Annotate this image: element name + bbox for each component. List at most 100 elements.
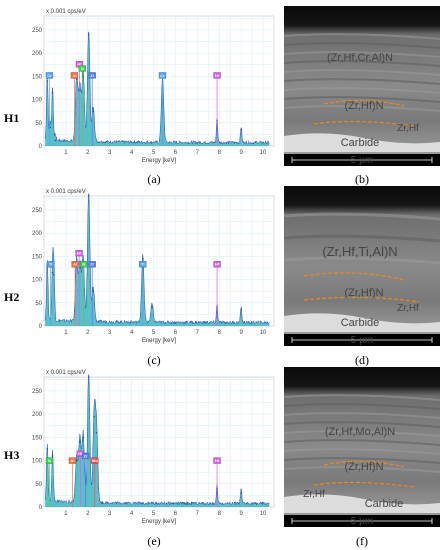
element-box-label: Cr: [47, 73, 52, 78]
spectrum-peak-point: [93, 415, 95, 418]
spectrum-peak-point: [51, 455, 54, 457]
layer-band: [284, 87, 440, 94]
eds-panel-h1: 0 50 100 150 200 250 1 2 3 4 5 6 7 8 9 10 x 0.001 cps/eV…: [30, 6, 280, 166]
scale-bar-label: 5 μm: [351, 335, 373, 346]
substrate-region: [284, 494, 440, 513]
x-tick-label: 9: [239, 150, 243, 156]
spectrum-peak-point: [46, 448, 49, 450]
sem-image-h2: (Zr,Hf,Ti,Al)N (Zr,Hf)N Zr,Hf Carbide 5 μm: [284, 186, 440, 346]
scale-bar-label: 5 μm: [351, 155, 373, 166]
element-box: [213, 457, 221, 464]
x-tick-label: 4: [130, 511, 134, 517]
element-box-label: Zr: [84, 453, 88, 458]
element-box: [45, 72, 54, 79]
layer-band: [284, 403, 440, 410]
x-tick-label: 8: [218, 330, 222, 336]
y-tick-label: 250: [32, 208, 43, 214]
x-axis-label: Energy [keV]: [142, 519, 177, 525]
sem-carbide-label: Carbide: [341, 317, 380, 329]
caption-e: (e): [147, 534, 161, 548]
x-tick-label: 6: [174, 150, 178, 156]
x-tick-label: 2: [86, 150, 90, 156]
layer-band: [284, 96, 440, 103]
spectrum-line: [44, 193, 270, 325]
layer-band: [284, 466, 440, 473]
x-tick-label: 8: [218, 511, 222, 517]
x-tick-label: 7: [196, 511, 200, 517]
element-box-label: Hf: [77, 62, 82, 67]
x-tick-label: 7: [196, 330, 200, 336]
row-label-h3: H3: [4, 448, 20, 462]
spectrum-peak-point: [79, 267, 81, 269]
x-tick-label: 5: [152, 511, 156, 517]
sem-layer-label: (Zr,Hf,Mo,Al)N: [325, 426, 395, 438]
sem-nitride-label: (Zr,Hf)N: [344, 287, 383, 299]
element-box-label: Hf: [78, 451, 83, 456]
interface-dashed-line: [323, 99, 405, 107]
spectrum-peak-point: [53, 274, 55, 276]
x-tick-label: 5: [152, 150, 156, 156]
element-box-label: Hf: [215, 262, 220, 267]
layer-bands: [284, 394, 440, 473]
layer-band: [284, 69, 440, 76]
layer-band: [284, 78, 440, 85]
x-tick-label: 6: [174, 330, 178, 336]
interface-dashed-line: [323, 460, 405, 468]
layer-band: [284, 42, 440, 49]
sem-nitride-label: (Zr,Hf)N: [344, 461, 383, 473]
y-tick-label: 100: [32, 459, 43, 465]
element-box: [68, 457, 77, 464]
element-box: [75, 249, 83, 257]
layer-band: [284, 412, 440, 419]
element-box-label: Hf: [215, 73, 220, 78]
layer-bands: [284, 33, 440, 112]
interface-dashed-line: [313, 481, 415, 488]
x-tick-label: 1: [64, 150, 68, 156]
caption-b: (b): [355, 172, 369, 186]
layer-band: [284, 105, 440, 112]
x-tick-label: 2: [86, 511, 90, 517]
x-tick-label: 10: [260, 511, 267, 517]
layer-band: [284, 421, 440, 428]
spectrum-peak-point: [82, 436, 85, 439]
spectrum-peak-point: [95, 431, 98, 434]
sem-layer-label: (Zr,Hf,Ti,Al)N: [322, 244, 397, 259]
y-tick-label: 0: [39, 144, 43, 150]
element-box-label: Al: [73, 262, 77, 267]
x-tick-label: 5: [152, 330, 156, 336]
x-tick-label: 9: [239, 330, 243, 336]
x-tick-label: 3: [108, 511, 112, 517]
element-box-label: N: [48, 458, 51, 463]
eds-panel-h3: 0 50 100 150 200 250 1 2 3 4 5 6 7 8 9 10 x 0.001 cps/eV…: [30, 367, 280, 527]
y-tick-label: 150: [32, 254, 43, 260]
sem-layer-label: (Zr,Hf,Cr,Al)N: [327, 52, 393, 64]
spectrum-peak-point: [51, 91, 54, 94]
element-box: [45, 457, 54, 464]
spectrum-peak-point: [151, 306, 153, 309]
x-tick-label: 1: [64, 330, 68, 336]
layer-band: [284, 439, 440, 446]
interface-dashed-line: [303, 296, 420, 303]
element-box-label: Al: [70, 458, 74, 463]
eds-panel-h2: 0 50 100 150 200 250 1 2 3 4 5 6 7 8 9 10 x 0.001 cps/eV…: [30, 186, 280, 346]
layer-band: [284, 457, 440, 464]
y-tick-label: 250: [32, 28, 43, 34]
element-box-label: N: [82, 262, 85, 267]
x-tick-label: 2: [86, 330, 90, 336]
element-box: [88, 261, 96, 268]
layer-band: [284, 430, 440, 437]
caption-d: (d): [355, 353, 369, 367]
element-box: [158, 72, 167, 79]
element-box: [70, 72, 79, 79]
caption-a: (a): [147, 172, 161, 186]
spectrum-peak-point: [46, 80, 49, 82]
element-box: [213, 261, 221, 268]
sem-nitride-label: (Zr,Hf)N: [344, 100, 383, 112]
element-box: [81, 452, 90, 460]
element-box: [80, 261, 88, 268]
eds-spectrum-h1: 0 50 100 150 200 250 1 2 3 4 5 6 7 8 9 10 x 0.001 cps/eV…: [32, 9, 275, 164]
y-tick-label: 50: [35, 121, 42, 127]
layer-band: [284, 394, 440, 401]
row-label-h1: H1: [4, 111, 20, 125]
layer-band: [284, 33, 440, 40]
